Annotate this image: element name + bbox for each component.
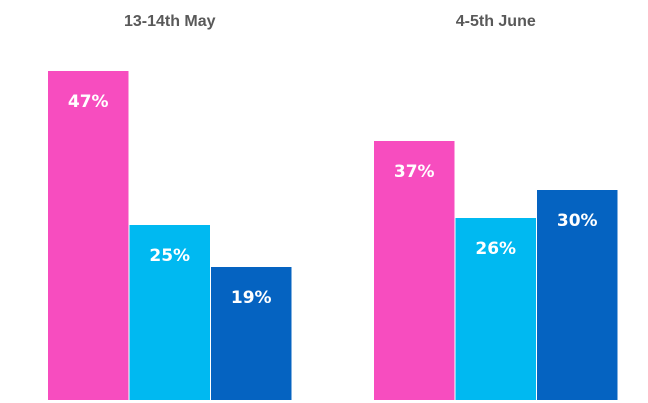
bar: [48, 71, 129, 400]
value-label: 47%: [68, 92, 109, 112]
bar: [129, 225, 210, 400]
value-label: 26%: [475, 239, 516, 259]
bar: [455, 218, 536, 400]
bar: [374, 141, 455, 400]
bar: [211, 267, 292, 400]
bar: [537, 190, 618, 400]
value-label: 19%: [231, 288, 272, 308]
group-title: 4-5th June: [456, 13, 536, 30]
value-label: 25%: [149, 246, 190, 266]
group-title: 13-14th May: [124, 13, 216, 30]
value-label: 37%: [394, 162, 435, 182]
value-label: 30%: [557, 211, 598, 231]
